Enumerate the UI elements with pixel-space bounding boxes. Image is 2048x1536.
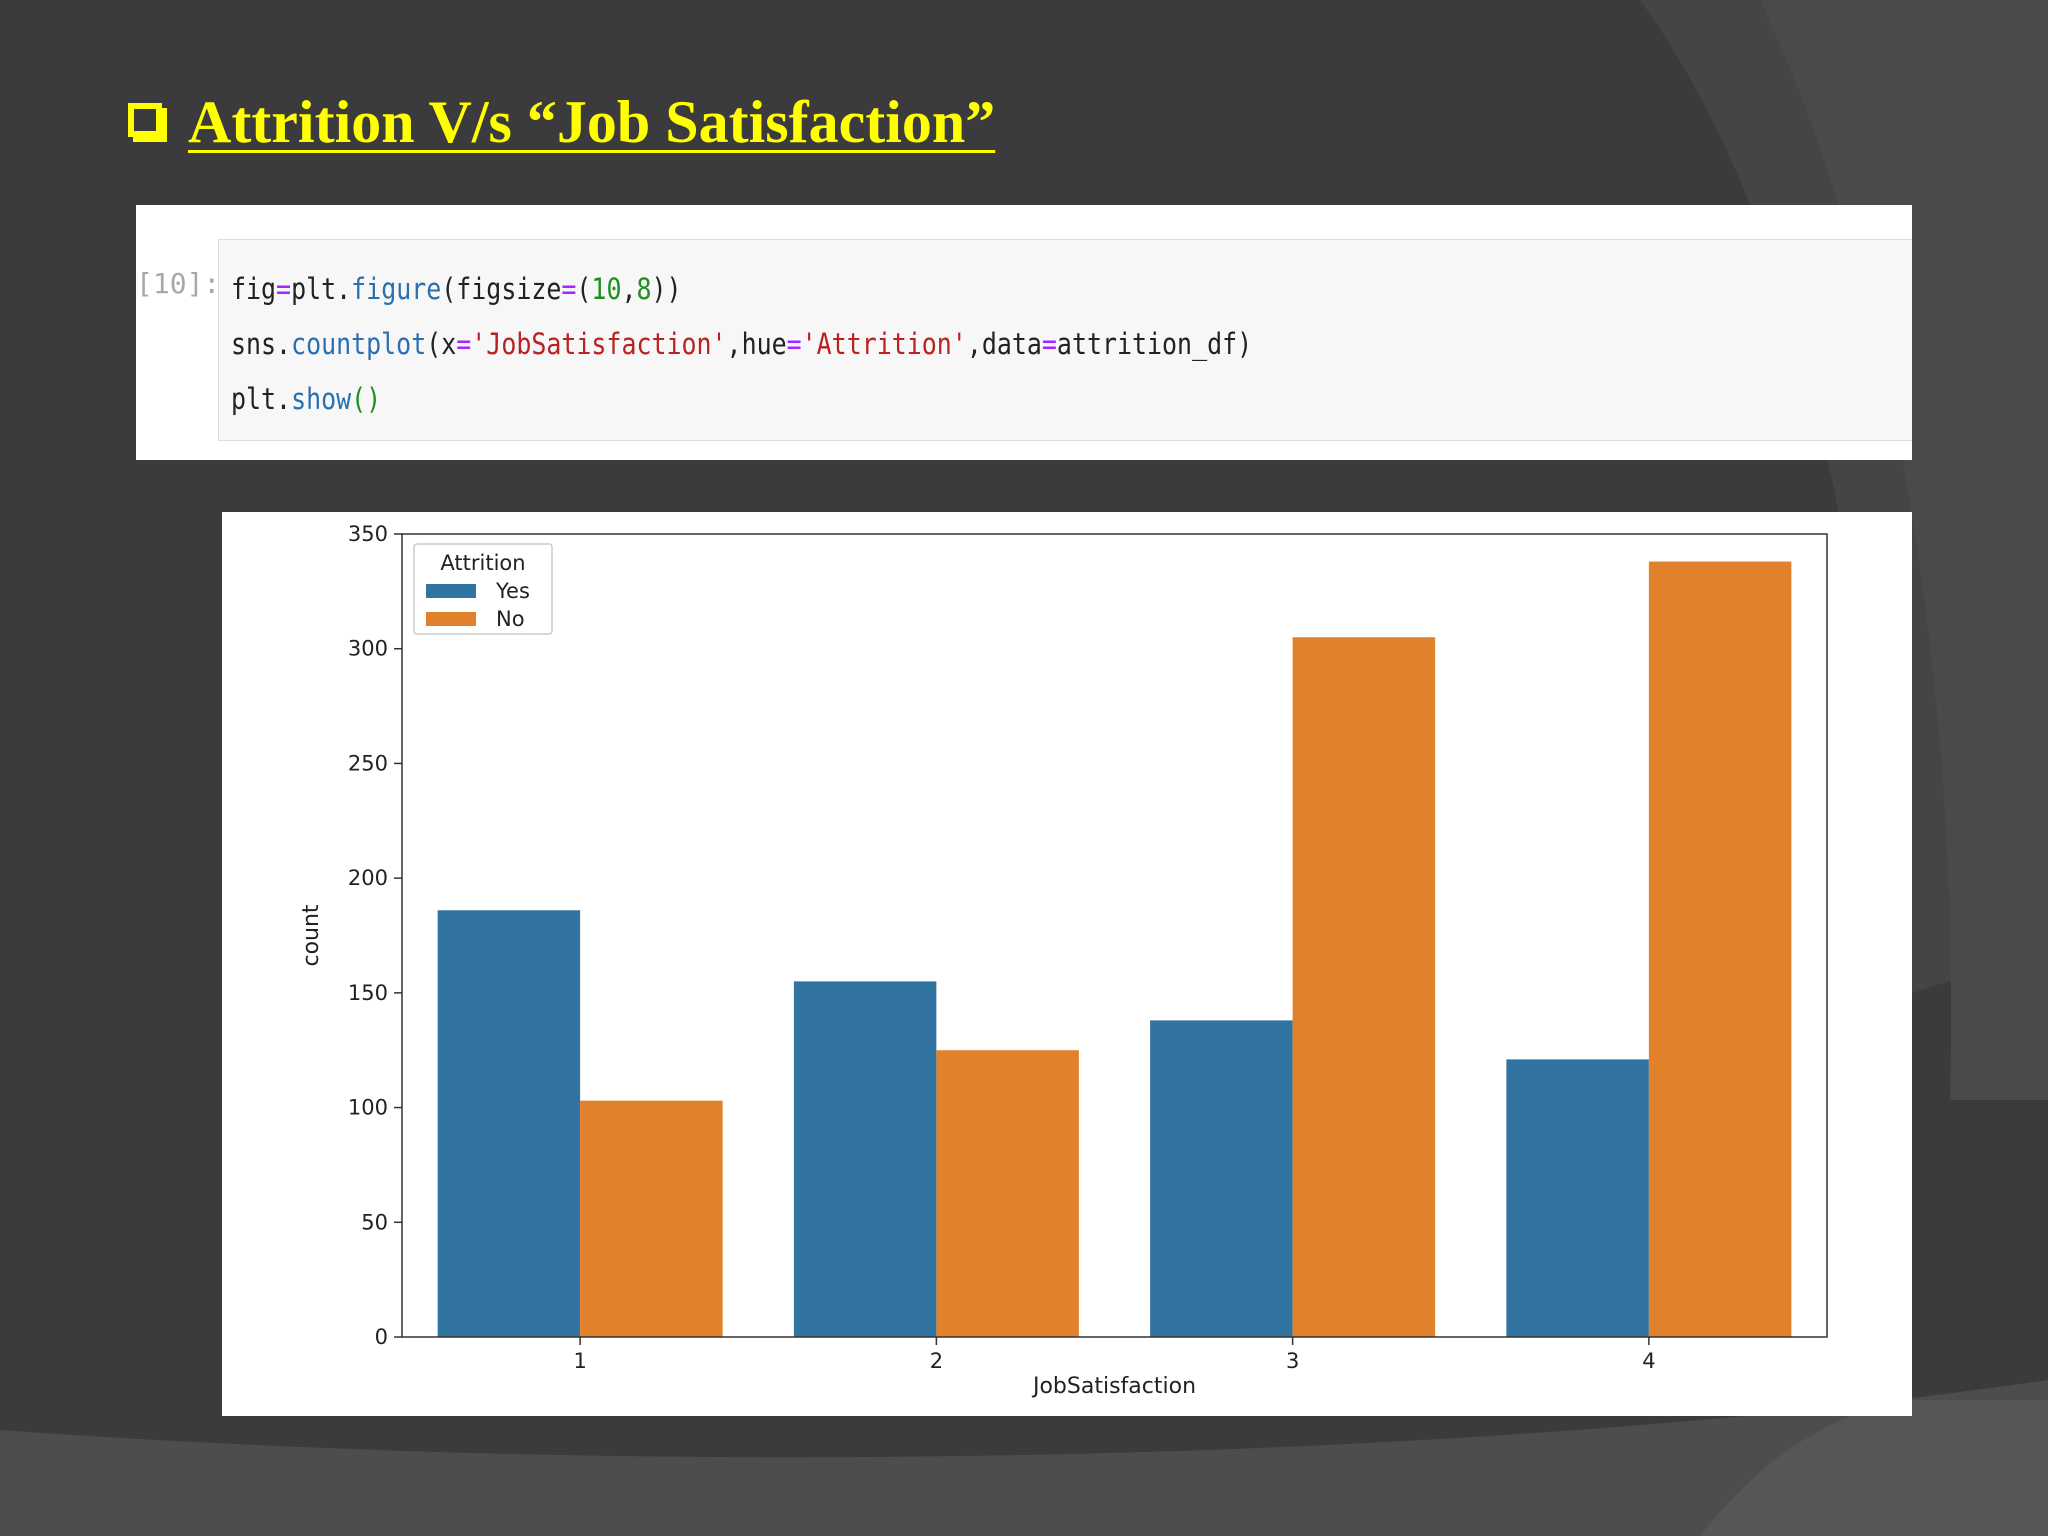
bar-no-4: [1648, 561, 1792, 1337]
legend-swatch-no: [426, 612, 476, 626]
bar-yes-4: [1506, 1059, 1649, 1337]
x-tick-label: 1: [573, 1349, 586, 1373]
cell-prompt: [10]:: [136, 267, 221, 300]
legend-label-yes: Yes: [495, 579, 530, 603]
legend-box: [413, 543, 553, 635]
y-tick-label: 250: [348, 751, 388, 775]
y-tick-label: 300: [348, 637, 388, 661]
x-tick-label: 2: [930, 1349, 943, 1373]
bar-yes-1: [437, 910, 581, 1337]
countplot-chart: 0 50 100 150 200 250 300 350 1 2 3 4 JobSatisfaction…: [299, 522, 1828, 1399]
x-tick-label: 3: [1286, 1349, 1299, 1373]
bar-yes-3: [1150, 1020, 1293, 1337]
bar-yes-2: [793, 981, 937, 1337]
y-axis-label: count: [299, 904, 324, 966]
y-tick-label: 150: [348, 981, 388, 1005]
legend-title: Attrition: [440, 551, 525, 575]
y-tick-label: 50: [361, 1210, 388, 1234]
y-tick-label: 100: [348, 1096, 388, 1120]
y-tick-label: 200: [348, 866, 388, 890]
legend-swatch-yes: [426, 584, 476, 598]
code-line-1: fig=plt.figure(figsize=(10,8)): [231, 272, 682, 306]
code-cell-screenshot: [10]: fig=plt.figure(figsize=(10,8)) sns…: [136, 205, 1912, 460]
code-line-3: plt.show(): [231, 382, 382, 416]
checkbox-bullet-icon: [128, 102, 162, 137]
plot-frame: [401, 533, 1828, 1338]
chart-panel: 0 50 100 150 200 250 300 350 1 2 3 4 JobSatisfaction…: [222, 512, 1912, 1416]
slide-title-text: Attrition V/s “Job Satisfaction”: [188, 89, 996, 155]
y-tick-label: 0: [375, 1325, 388, 1349]
bar-no-2: [936, 1050, 1079, 1337]
y-tick-label: 350: [348, 522, 388, 546]
x-tick-label: 4: [1642, 1349, 1655, 1373]
legend-label-no: No: [496, 607, 525, 631]
code-line-2: sns.countplot(x='JobSatisfaction',hue='A…: [231, 327, 1253, 361]
slide-title: Attrition V/s “Job Satisfaction”: [128, 88, 995, 157]
bar-no-1: [580, 1100, 723, 1337]
code-cell-input: fig=plt.figure(figsize=(10,8)) sns.count…: [218, 239, 1912, 441]
x-axis-label: JobSatisfaction: [1031, 1374, 1196, 1399]
bar-no-3: [1292, 637, 1436, 1337]
